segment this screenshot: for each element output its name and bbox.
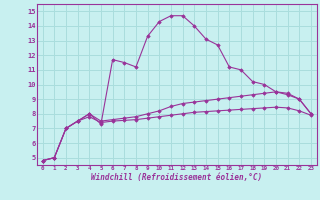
X-axis label: Windchill (Refroidissement éolien,°C): Windchill (Refroidissement éolien,°C) [91,173,262,182]
